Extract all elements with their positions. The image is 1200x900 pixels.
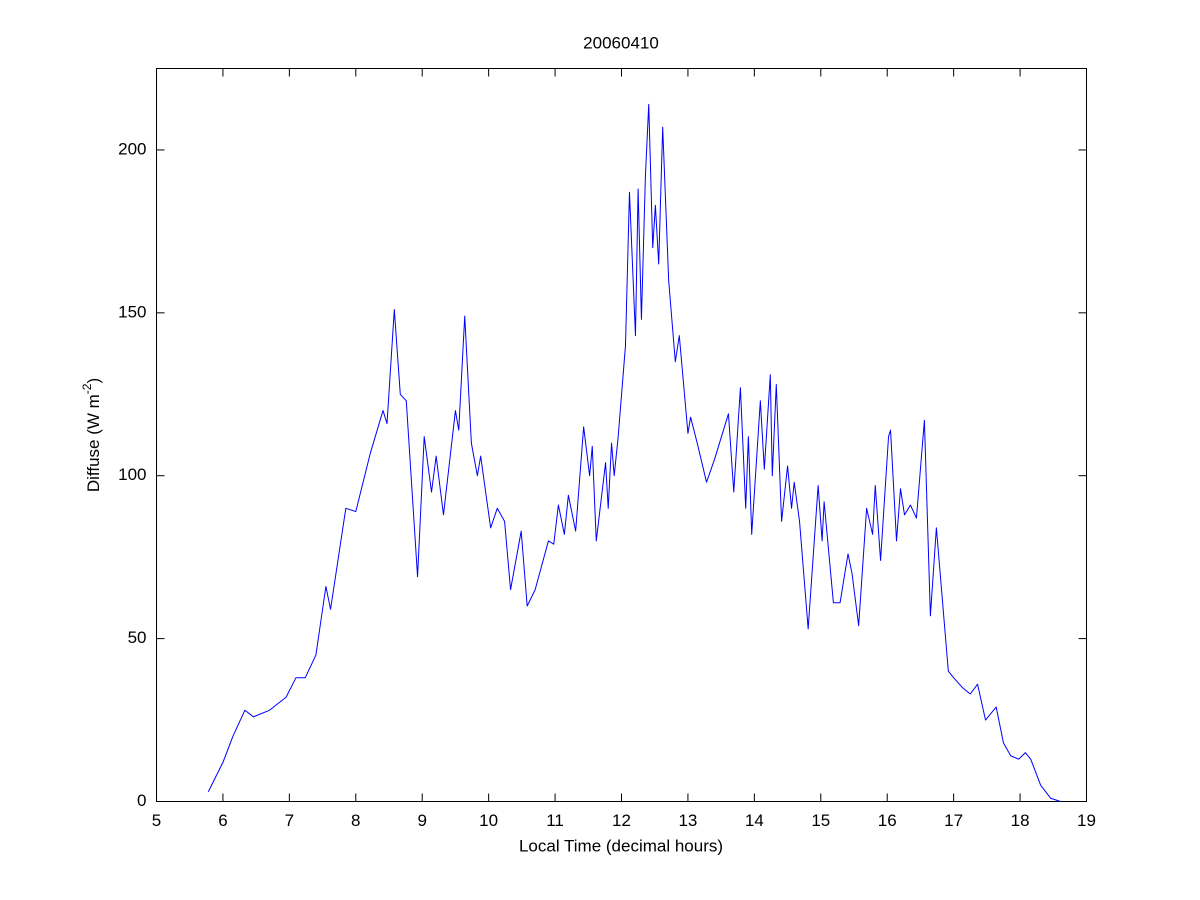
- x-tick-label: 6: [218, 811, 227, 830]
- x-tick-label: 7: [285, 811, 294, 830]
- x-tick-label: 8: [351, 811, 360, 830]
- y-label-end: ): [84, 378, 103, 384]
- x-tick-label: 12: [612, 811, 631, 830]
- x-tick-label: 9: [417, 811, 426, 830]
- x-tick-label: 10: [479, 811, 498, 830]
- x-tick-label: 19: [1077, 811, 1096, 830]
- y-tick-label: 100: [118, 465, 146, 484]
- x-tick-label: 13: [678, 811, 697, 830]
- y-label-text: Diffuse (W m: [84, 394, 103, 492]
- y-tick-label: 200: [118, 139, 146, 158]
- plot-frame: [156, 68, 1087, 802]
- x-tick-label: 16: [878, 811, 897, 830]
- y-label-superscript: -2: [80, 383, 94, 394]
- y-tick-label: 0: [137, 791, 146, 810]
- y-tick-label: 50: [128, 628, 147, 647]
- x-tick-label: 11: [546, 811, 564, 830]
- x-tick-label: 15: [811, 811, 830, 830]
- data-line: [207, 103, 1061, 802]
- x-tick-label: 14: [745, 811, 764, 830]
- chart-title: 20060410: [583, 33, 659, 52]
- x-tick-label: 5: [152, 811, 161, 830]
- x-tick-label: 18: [1011, 811, 1030, 830]
- x-tick-label: 17: [944, 811, 963, 830]
- x-axis-label: Local Time (decimal hours): [519, 836, 723, 855]
- y-axis-label: Diffuse (W m-2): [80, 378, 103, 492]
- y-tick-label: 150: [118, 302, 146, 321]
